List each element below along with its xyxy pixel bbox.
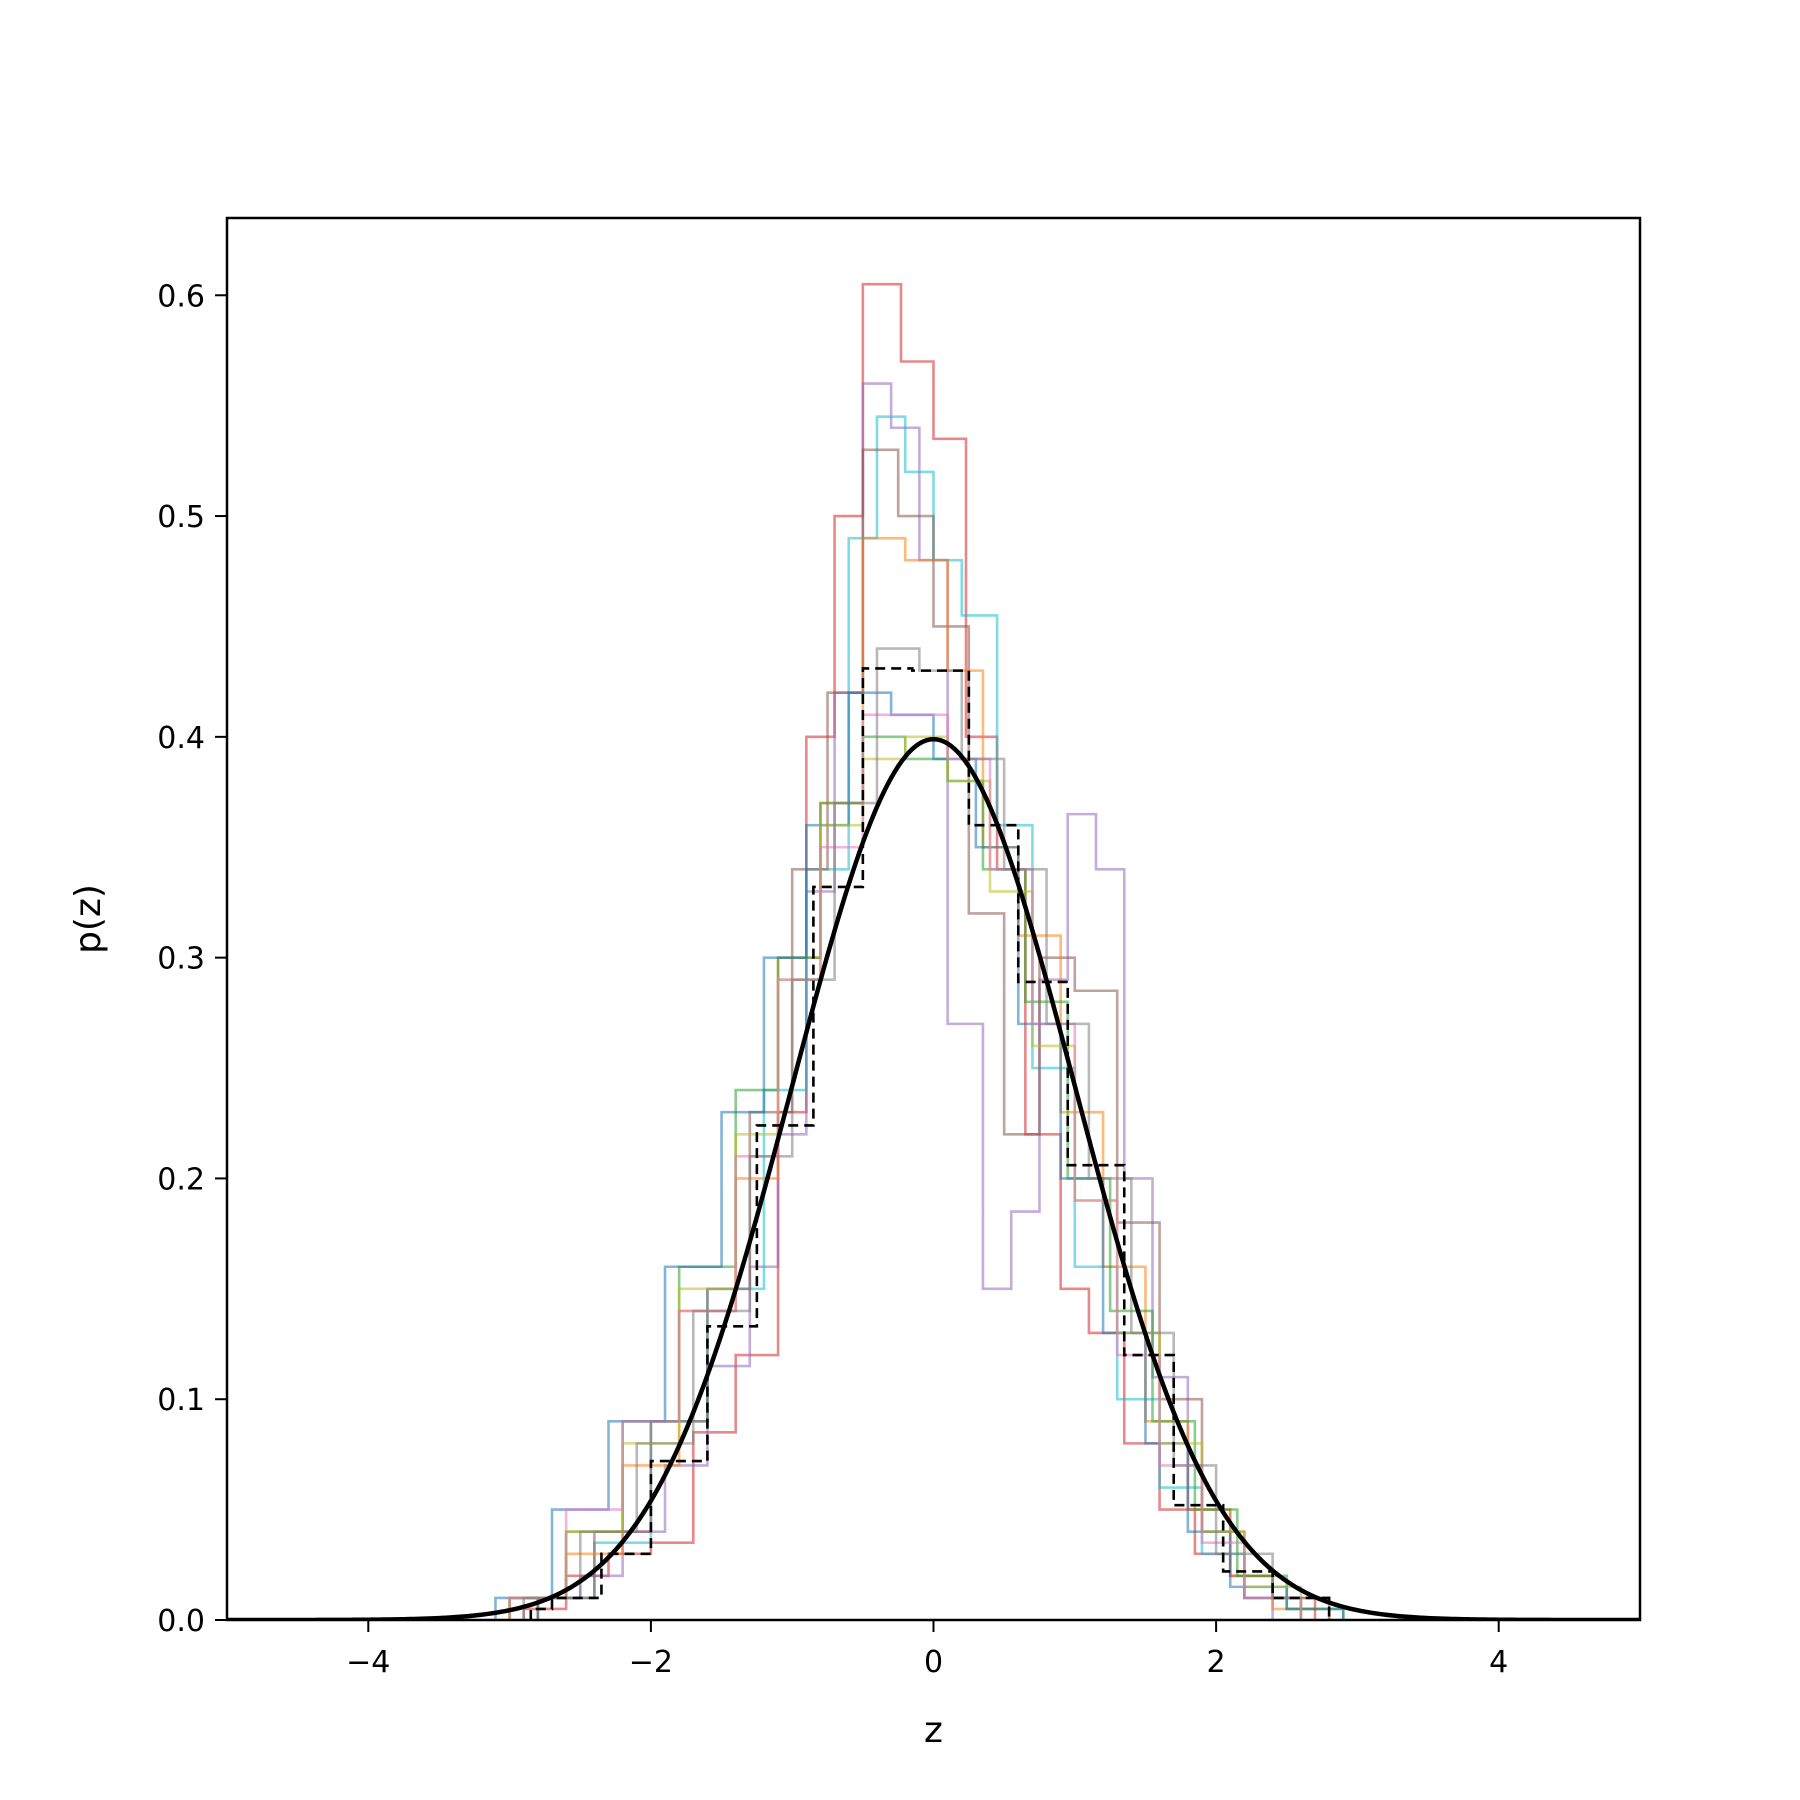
histogram-series-5 (508, 536, 1331, 1620)
y-tick-label: 0.6 (157, 279, 205, 314)
x-tick-label: 0 (924, 1645, 943, 1680)
histogram-series-6 (508, 735, 1345, 1620)
x-axis-label: z (924, 1710, 943, 1751)
histogram-series-2 (536, 382, 1274, 1620)
y-tick-label: 0.0 (157, 1604, 205, 1639)
x-tick-label: −4 (346, 1645, 390, 1680)
y-tick-label: 0.2 (157, 1162, 205, 1197)
x-axis: −4 −2 0 2 4 (346, 1620, 1508, 1680)
y-tick-label: 0.4 (157, 721, 205, 756)
plot-area (227, 282, 1640, 1620)
histogram-series-9 (508, 713, 1303, 1620)
x-tick-label: −2 (629, 1645, 673, 1680)
y-tick-label: 0.5 (157, 500, 205, 535)
y-tick-label: 0.1 (157, 1383, 205, 1418)
reference-histogram-dashed (529, 667, 1331, 1620)
histogram-series-10 (522, 647, 1331, 1620)
y-axis: 0.0 0.1 0.2 0.3 0.4 0.5 0.6 (157, 279, 227, 1639)
histogram-series-1 (522, 282, 1317, 1620)
normal-pdf-curve (227, 736, 1640, 1620)
x-tick-label: 2 (1207, 1645, 1226, 1680)
y-axis-label: p(z) (68, 884, 109, 954)
x-tick-label: 4 (1489, 1645, 1508, 1680)
y-tick-label: 0.3 (157, 942, 205, 977)
